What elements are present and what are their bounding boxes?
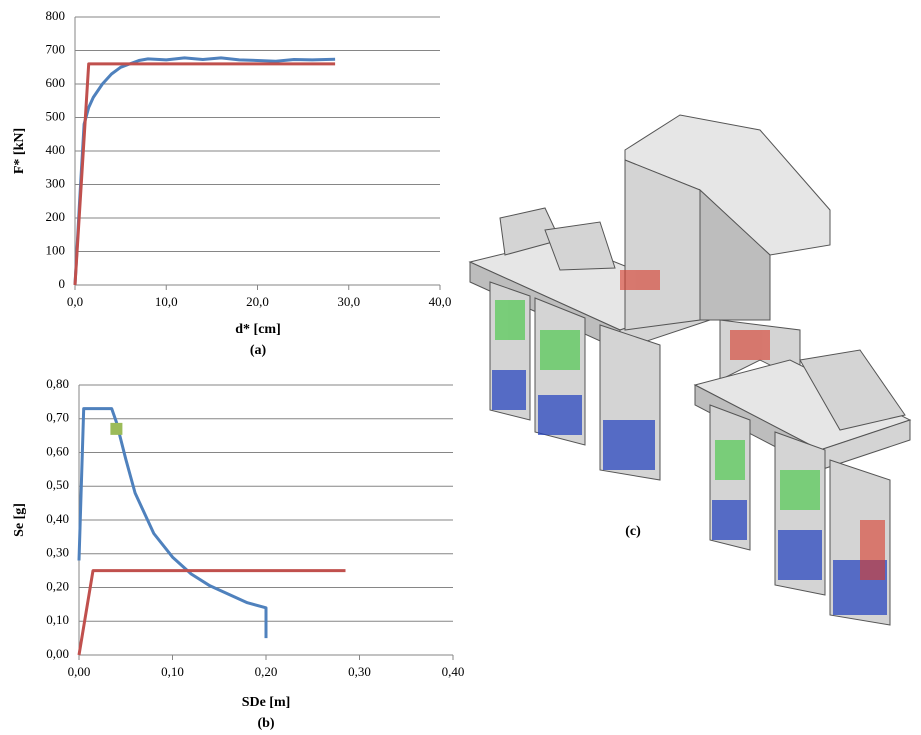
y-tick-label: 700 <box>46 41 66 56</box>
shape <box>538 395 582 435</box>
x-tick-label: 10,0 <box>155 294 178 309</box>
data-line <box>79 409 266 638</box>
shape <box>620 270 660 290</box>
chart: 0,00 0,10 0,20 0,30 0,40 0,50 0,60 0,70 0,80 0,00… <box>12 376 464 731</box>
x-tick-label: 0,00 <box>68 664 91 679</box>
y-tick-label: 0,60 <box>46 443 69 458</box>
y-tick-label: 0,00 <box>46 646 69 661</box>
y-axis-label: Se [g] <box>12 503 27 537</box>
y-tick-label: 0,70 <box>46 410 69 425</box>
y-tick-label: 0 <box>59 276 66 291</box>
shape <box>712 500 747 540</box>
y-tick-label: 0,50 <box>46 477 69 492</box>
y-tick-label: 800 <box>46 8 66 23</box>
data-line <box>75 58 335 285</box>
x-tick-label: 0,30 <box>348 664 371 679</box>
shape <box>540 330 580 370</box>
y-tick-label: 100 <box>46 242 66 257</box>
x-tick-label: 30,0 <box>337 294 360 309</box>
data-line <box>79 571 346 655</box>
y-tick-label: 400 <box>46 142 66 157</box>
x-tick-label: 20,0 <box>246 294 269 309</box>
shape <box>780 470 820 510</box>
y-tick-label: 0,40 <box>46 511 69 526</box>
x-tick-label: 0,20 <box>255 664 278 679</box>
image-caption: (c) <box>625 524 641 539</box>
shape <box>778 530 822 580</box>
y-tick-label: 0,80 <box>46 376 69 391</box>
figure: (c) 0 100 200 300 400 500 600 700 800 0,0 10,0 20,0… <box>0 0 921 735</box>
y-tick-label: 600 <box>46 75 66 90</box>
chart-caption: (a) <box>250 343 267 358</box>
x-tick-label: 0,40 <box>442 664 465 679</box>
y-tick-label: 0,10 <box>46 612 69 627</box>
x-axis-label: SDe [m] <box>242 695 291 710</box>
x-axis-label: d* [cm] <box>235 322 281 337</box>
y-tick-label: 300 <box>46 175 66 190</box>
y-tick-label: 0,30 <box>46 545 69 560</box>
shape <box>625 160 700 330</box>
y-tick-label: 200 <box>46 209 66 224</box>
shape <box>603 420 655 470</box>
shape <box>730 330 770 360</box>
shape <box>492 370 526 410</box>
x-tick-label: 0,0 <box>67 294 83 309</box>
shape <box>715 440 745 480</box>
x-tick-label: 0,10 <box>161 664 184 679</box>
y-axis-label: F* [kN] <box>12 128 27 174</box>
chart: 0 100 200 300 400 500 600 700 800 0,0 10,0 20,0 30,0… <box>12 8 451 358</box>
shape <box>860 520 885 580</box>
page: (c) 0 100 200 300 400 500 600 700 800 0,0 10,0 20,0… <box>0 0 921 735</box>
x-tick-label: 40,0 <box>429 294 452 309</box>
y-tick-label: 500 <box>46 108 66 123</box>
shape <box>495 300 525 340</box>
point-marker <box>110 423 122 435</box>
y-tick-label: 0,20 <box>46 578 69 593</box>
chart-caption: (b) <box>257 716 274 731</box>
model-illustration <box>470 115 910 625</box>
